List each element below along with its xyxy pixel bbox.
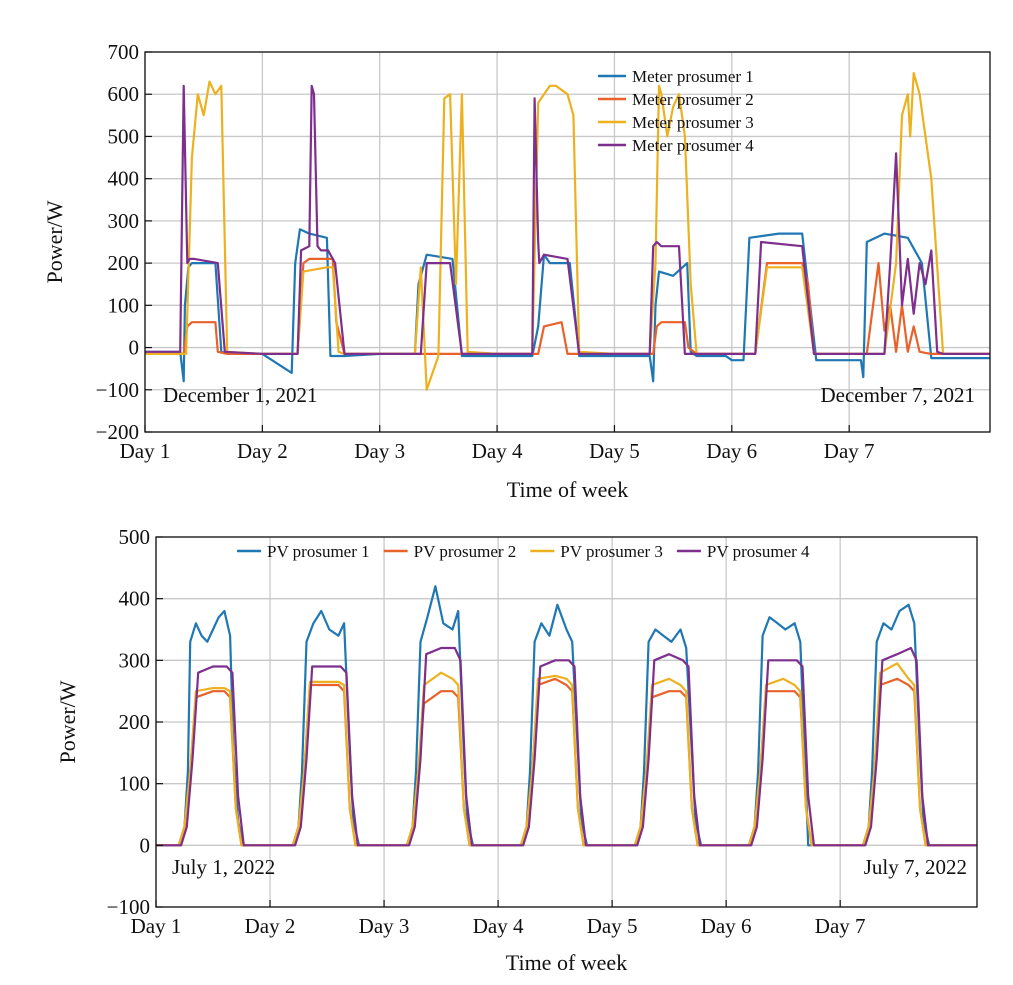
y-tick-label: 700	[108, 40, 140, 64]
legend-label: PV prosumer 1	[267, 542, 370, 561]
y-tick-label: 200	[119, 710, 151, 734]
x-tick-label: Day 4	[472, 439, 523, 463]
y-tick-label: 400	[108, 167, 140, 191]
x-tick-label: Day 6	[706, 439, 757, 463]
x-tick-label: Day 4	[473, 914, 524, 938]
series-group	[145, 71, 990, 391]
grid	[155, 536, 977, 908]
legend-label: PV prosumer 3	[560, 542, 663, 561]
series-line-1	[145, 228, 990, 383]
x-tick-label: Day 3	[359, 914, 410, 938]
x-tick-label: Day 5	[587, 914, 638, 938]
x-tick-label: Day 1	[131, 914, 182, 938]
y-tick-label: 300	[119, 648, 151, 672]
x-tick-label: Day 7	[815, 914, 866, 938]
y-axis-label: Power/W	[55, 680, 80, 763]
x-tick-label: Day 5	[589, 439, 640, 463]
legend: PV prosumer 1 PV prosumer 2 PV prosumer 3 P…	[237, 542, 810, 561]
legend-label: Meter prosumer 3	[632, 113, 754, 132]
series-group	[156, 585, 977, 847]
y-tick-label: 200	[108, 251, 140, 275]
y-tick-label: 0	[140, 833, 151, 857]
series-line-4	[145, 84, 990, 355]
x-axis-label: Time of week	[506, 950, 627, 975]
x-tick-label: Day 3	[354, 439, 405, 463]
series-line-1	[156, 585, 977, 847]
y-tick-label: −100	[96, 378, 139, 402]
y-tick-label: 0	[129, 336, 140, 360]
x-tick-label: Day 6	[701, 914, 752, 938]
y-tick-label: 300	[108, 209, 140, 233]
x-tick-label: Day 7	[824, 439, 875, 463]
y-axis-label: Power/W	[42, 200, 67, 283]
legend: Meter prosumer 1 Meter prosumer 2 Meter pr…	[598, 67, 754, 155]
legend-label: PV prosumer 2	[414, 542, 517, 561]
y-tick-label: 600	[108, 82, 140, 106]
series-line-3	[145, 71, 990, 391]
date-annotation: December 7, 2021	[820, 383, 975, 407]
pv-power-chart: −100 0 100 200 300 400 500 Day 1 Day 2 Day 3 Day 4…	[55, 525, 978, 975]
y-tick-label: −100	[107, 895, 150, 919]
date-annotation: December 1, 2021	[163, 383, 318, 407]
y-tick-label: −200	[96, 420, 139, 444]
plot-frame	[144, 51, 991, 433]
y-tick-label: 400	[119, 587, 151, 611]
meter-power-chart: −200 −100 0 100 200 300 400 500 600 700 Day 1 Day 2…	[42, 40, 991, 502]
series-line-4	[156, 646, 977, 847]
y-tick-label: 100	[108, 293, 140, 317]
y-tick-label: 500	[119, 525, 151, 549]
legend-label: PV prosumer 4	[707, 542, 810, 561]
y-tick-label: 100	[119, 772, 151, 796]
y-tick-label: 500	[108, 124, 140, 148]
date-annotation: July 7, 2022	[864, 855, 967, 879]
x-tick-label: Day 2	[245, 914, 296, 938]
series-line-2	[156, 677, 977, 847]
legend-label: Meter prosumer 1	[632, 67, 754, 86]
legend-label: Meter prosumer 4	[632, 136, 754, 155]
date-annotation: July 1, 2022	[172, 855, 275, 879]
x-tick-label: Day 1	[120, 439, 171, 463]
x-axis-label: Time of week	[507, 477, 628, 502]
legend-label: Meter prosumer 2	[632, 90, 754, 109]
series-line-3	[156, 662, 977, 847]
x-tick-label: Day 2	[237, 439, 288, 463]
